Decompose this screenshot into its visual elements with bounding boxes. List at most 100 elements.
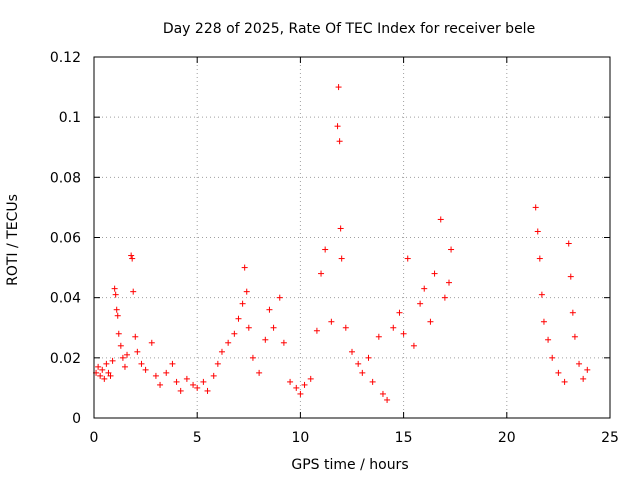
data-point	[245, 324, 252, 331]
data-point	[427, 318, 434, 325]
data-point	[107, 372, 114, 379]
x-tick-labels: 0 5 10 15 20 25	[90, 430, 619, 446]
y-tick-label: 0.1	[59, 110, 81, 126]
y-tick-label: 0.06	[50, 231, 81, 247]
data-point	[555, 369, 562, 376]
data-point	[342, 324, 349, 331]
x-tick-label: 15	[395, 430, 413, 446]
y-tick-label: 0.02	[50, 351, 81, 367]
data-point	[95, 363, 102, 370]
data-point	[297, 390, 304, 397]
data-point	[111, 285, 118, 292]
data-point	[307, 375, 314, 382]
data-point	[177, 387, 184, 394]
data-point	[183, 375, 190, 382]
data-point	[117, 342, 124, 349]
x-tick-label: 0	[90, 430, 99, 446]
y-tick-label: 0.04	[50, 291, 81, 307]
data-point	[390, 324, 397, 331]
data-point	[218, 348, 225, 355]
data-point	[173, 378, 180, 385]
data-point	[142, 366, 149, 373]
data-point	[138, 360, 145, 367]
data-point	[113, 306, 120, 313]
data-point	[338, 255, 345, 262]
data-point	[540, 318, 547, 325]
data-point	[114, 312, 121, 319]
data-point	[349, 348, 355, 355]
data-point	[584, 366, 591, 373]
data-point	[129, 255, 136, 262]
data-point	[266, 306, 273, 313]
data-point	[97, 372, 104, 379]
data-point	[334, 123, 341, 130]
data-point	[569, 309, 576, 316]
data-point	[322, 246, 329, 253]
data-point	[532, 204, 539, 211]
data-point	[545, 336, 552, 343]
data-point	[225, 339, 232, 346]
data-point	[115, 330, 122, 337]
data-point	[262, 336, 269, 343]
data-point	[119, 354, 126, 361]
data-point	[157, 381, 164, 388]
data-point	[121, 363, 128, 370]
data-point	[538, 291, 545, 298]
data-points	[93, 84, 591, 403]
y-tick-labels: 0 0.02 0.04 0.06 0.08 0.1 0.12	[50, 50, 81, 427]
y-tick-label: 0.08	[50, 170, 81, 186]
data-point	[270, 324, 277, 331]
data-point	[105, 369, 112, 376]
data-point	[549, 354, 556, 361]
data-point	[375, 333, 382, 340]
data-point	[235, 315, 242, 322]
data-point	[441, 294, 448, 301]
data-point	[379, 390, 386, 397]
data-point	[101, 375, 108, 382]
data-point	[239, 300, 246, 307]
data-point	[103, 360, 110, 367]
data-point	[194, 384, 201, 391]
data-point	[204, 387, 211, 394]
data-point	[231, 330, 238, 337]
data-point	[313, 327, 320, 334]
data-point	[148, 339, 155, 346]
data-point	[243, 288, 250, 295]
y-tick-label: 0.12	[50, 50, 81, 66]
data-point	[400, 330, 407, 337]
data-point	[437, 216, 444, 223]
grid-lines	[94, 57, 610, 418]
data-point	[355, 360, 362, 367]
data-point	[132, 333, 139, 340]
x-axis-label: GPS time / hours	[291, 457, 408, 473]
data-point	[571, 333, 578, 340]
data-point	[287, 378, 294, 385]
data-point	[384, 396, 391, 403]
data-point	[112, 291, 119, 298]
data-point	[565, 240, 572, 247]
data-point	[580, 375, 587, 382]
data-point	[396, 309, 403, 316]
data-point	[280, 339, 287, 346]
x-tick-label: 10	[291, 430, 309, 446]
data-point	[293, 384, 300, 391]
data-point	[241, 264, 248, 271]
data-point	[328, 318, 335, 325]
data-point	[249, 354, 256, 361]
data-point	[335, 84, 342, 91]
data-point	[130, 288, 137, 295]
data-point	[534, 228, 541, 235]
data-point	[567, 273, 574, 280]
y-tick-label: 0	[72, 411, 81, 427]
data-point	[210, 372, 217, 379]
data-point	[336, 138, 343, 145]
x-tick-label: 25	[601, 430, 619, 446]
data-point	[169, 360, 176, 367]
data-point	[256, 369, 263, 376]
data-point	[404, 255, 411, 262]
x-tick-label: 5	[193, 430, 202, 446]
data-point	[431, 270, 438, 277]
data-point	[561, 378, 568, 385]
x-tick-label: 20	[498, 430, 516, 446]
